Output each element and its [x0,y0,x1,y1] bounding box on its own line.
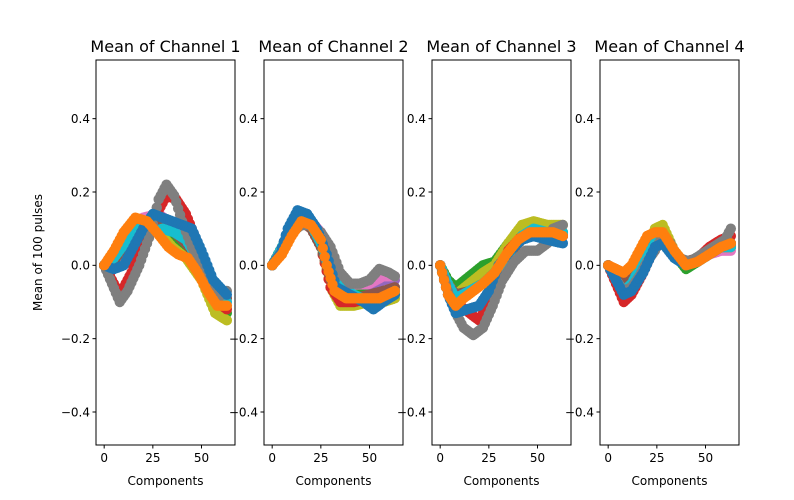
plot-frame [599,59,740,446]
data-points [266,205,401,315]
data-point [725,238,737,249]
y-tick-label: −0.4 [61,405,90,419]
y-tick-label: 0.0 [239,259,258,273]
y-tick-label: −0.4 [397,405,426,419]
y-tick-label: −0.2 [229,332,258,346]
data-point [725,223,737,234]
x-tick-label: 0 [436,451,444,465]
subplot-channel-4: Mean of Channel 4 −0.4 −0.2 0.0 0.2 0.4 0 25 50 C… [565,37,745,488]
y-tick-label: 0.0 [575,259,594,273]
x-tick-label: 25 [649,451,664,465]
y-tick-label: 0.4 [407,112,426,126]
y-tick-label: 0.0 [407,259,426,273]
y-tick-label: 0.2 [239,185,258,199]
y-tick-label: 0.4 [71,112,90,126]
data-point [221,315,233,326]
data-points [434,216,569,341]
data-point [557,238,569,249]
x-tick-label: 50 [530,451,545,465]
y-tick-label: −0.2 [61,332,90,346]
data-point [557,230,569,242]
x-tick-label: 25 [145,451,160,465]
data-point [315,234,327,245]
series-9 [98,208,233,300]
plot-frame [263,59,404,446]
x-tick-label: 0 [604,451,612,465]
x-tick-label: 50 [362,451,377,465]
x-tick-label: 50 [194,451,209,465]
data-point [319,251,330,262]
y-tick-label: −0.2 [397,332,426,346]
subplot-title: Mean of Channel 1 [90,37,240,56]
y-tick-label: 0.2 [407,185,426,199]
data-point [389,271,401,282]
plot-frame [95,59,236,446]
series-10 [602,227,737,278]
y-tick-label: 0.0 [71,259,90,273]
x-axis-label: Components [632,474,708,488]
data-points [98,179,233,326]
subplot-title: Mean of Channel 2 [258,37,408,56]
y-tick-label: −0.4 [565,405,594,419]
y-tick-label: 0.4 [575,112,594,126]
subplot-title: Mean of Channel 3 [426,37,576,56]
x-tick-label: 25 [481,451,496,465]
data-point [557,219,569,231]
x-axis-label: Components [464,474,540,488]
subplot-title: Mean of Channel 4 [594,37,744,56]
x-axis-label: Components [128,474,204,488]
subplot-channel-3: Mean of Channel 3 −0.4 −0.2 0.0 0.2 0.4 0 25 50 C… [397,37,577,488]
data-point [221,300,233,311]
y-tick-label: 0.2 [575,185,594,199]
subplot-channel-1: Mean of Channel 1 −0.4 −0.2 0.0 0.2 0.4 0 25 50 C… [61,37,241,488]
x-tick-label: 0 [100,451,108,465]
x-tick-label: 50 [698,451,713,465]
y-tick-label: −0.4 [229,405,258,419]
x-axis-label: Components [296,474,372,488]
y-tick-label: −0.2 [565,332,594,346]
data-point [317,243,328,254]
series-10 [98,212,233,311]
data-points [602,219,737,308]
plot-frame [431,59,572,446]
series-10 [266,216,401,304]
data-point [389,285,401,297]
series-10 [434,227,569,311]
subplot-channel-2: Mean of Channel 2 −0.4 −0.2 0.0 0.2 0.4 0 25 50 C… [229,37,409,488]
x-tick-label: 25 [313,451,328,465]
y-tick-label: 0.4 [239,112,258,126]
data-point [221,289,233,300]
y-axis-label: Mean of 100 pulses [31,194,45,311]
y-tick-label: 0.2 [71,185,90,199]
x-tick-label: 0 [268,451,276,465]
